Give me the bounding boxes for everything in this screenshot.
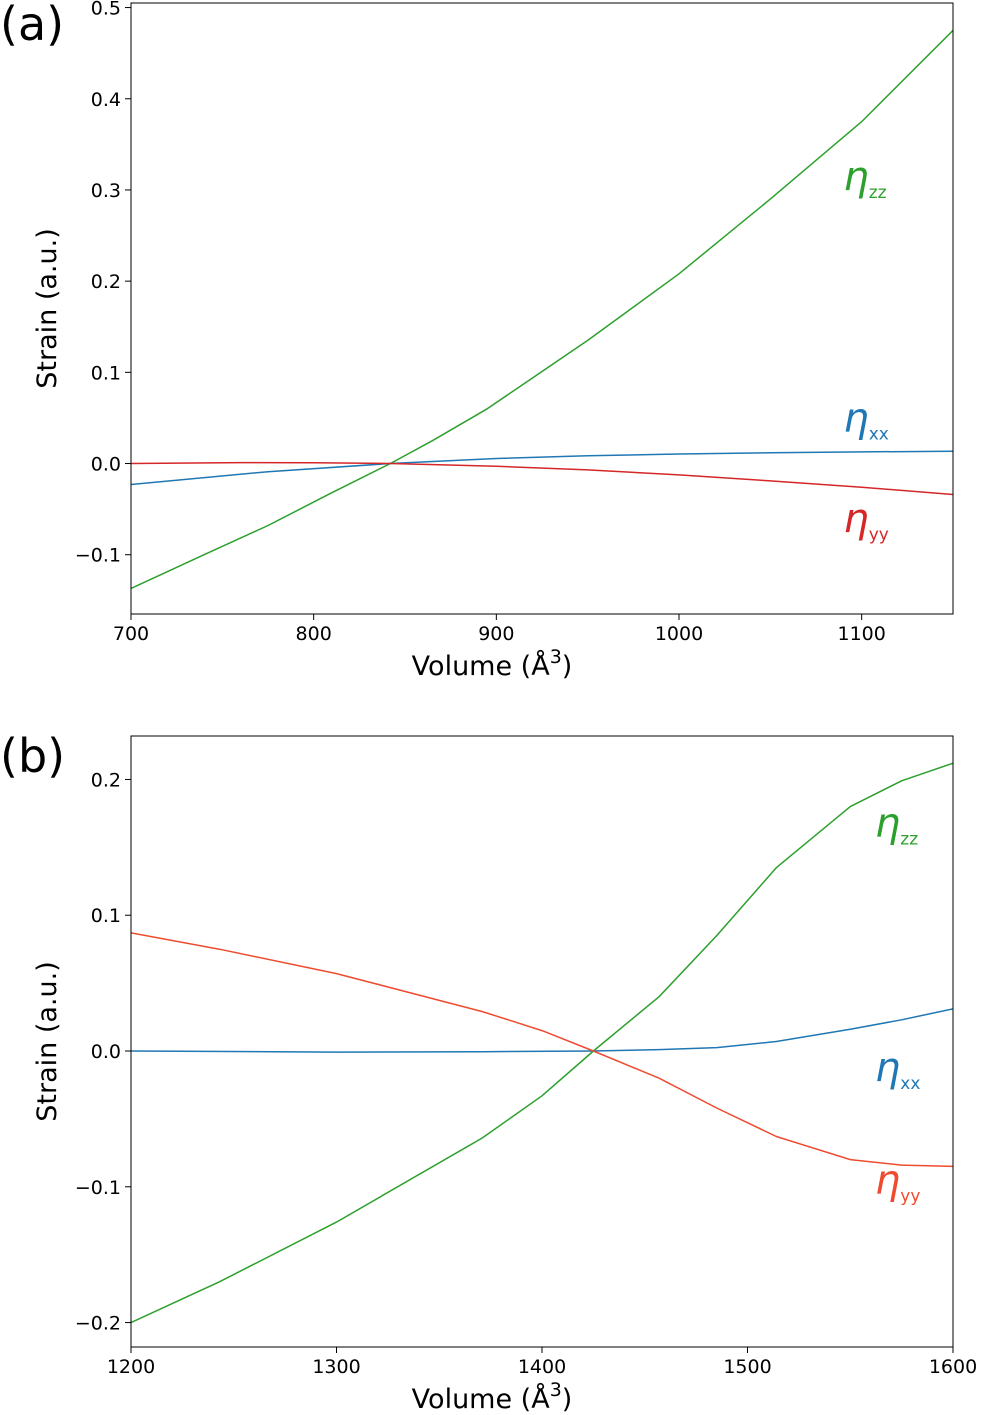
panel-0: (a) 700 800 900 1000 1100 −0.1 0.0 0.1 0.2 0.3 0.4 0… — [0, 0, 954, 682]
x-tick-label: 1200 — [107, 1356, 155, 1378]
x-tick-label: 800 — [296, 623, 332, 645]
panel-1: (b) 1200 1300 1400 1500 1600 −0.2 −0.1 0.0 0.1 0.2… — [0, 729, 977, 1415]
y-tick-label: 0.1 — [91, 362, 121, 384]
axes-frame — [130, 2, 954, 615]
x-tick-label: 1600 — [929, 1356, 977, 1378]
x-axis-label: Volume (Å3) — [412, 1379, 573, 1415]
y-tick-label: 0.1 — [91, 905, 121, 927]
series-label-xx: ηxx — [843, 396, 888, 445]
x-tick-label: 1300 — [312, 1356, 360, 1378]
y-axis-label: Strain (a.u.) — [32, 228, 63, 388]
series-label-zz: ηzz — [875, 800, 918, 849]
x-tick-label: 1500 — [723, 1356, 771, 1378]
x-tick-label: 900 — [478, 623, 514, 645]
series-label-zz: ηzz — [843, 154, 886, 203]
y-tick-label: 0.2 — [91, 271, 121, 293]
y-tick-label: 0.5 — [91, 0, 121, 20]
y-axis-label: Strain (a.u.) — [32, 961, 63, 1121]
series-line-yy — [131, 932, 953, 1168]
series-label-yy: ηyy — [875, 1158, 920, 1207]
series-label-xx: ηxx — [875, 1045, 920, 1094]
series-line-xx — [131, 450, 953, 486]
x-tick-label: 1100 — [837, 623, 885, 645]
y-tick-label: 0.3 — [91, 180, 121, 202]
series-line-zz — [131, 762, 953, 1324]
panel-label: (a) — [0, 0, 64, 51]
y-tick-label: −0.1 — [75, 1177, 121, 1199]
series-label-yy: ηyy — [843, 496, 888, 545]
y-tick-label: 0.0 — [91, 1041, 121, 1063]
series-line-xx — [131, 1008, 953, 1053]
x-axis-label: Volume (Å3) — [412, 646, 573, 682]
y-tick-label: 0.2 — [91, 769, 121, 791]
series-line-yy — [131, 461, 953, 496]
y-tick-label: −0.1 — [75, 545, 121, 567]
panel-label: (b) — [0, 729, 65, 783]
y-tick-label: 0.4 — [91, 89, 121, 111]
series-line-zz — [131, 29, 953, 590]
x-tick-label: 1000 — [655, 623, 703, 645]
y-tick-label: 0.0 — [91, 454, 121, 476]
axes-frame — [130, 735, 954, 1348]
y-tick-label: −0.2 — [75, 1313, 121, 1335]
x-tick-label: 700 — [113, 623, 149, 645]
x-tick-label: 1400 — [518, 1356, 566, 1378]
